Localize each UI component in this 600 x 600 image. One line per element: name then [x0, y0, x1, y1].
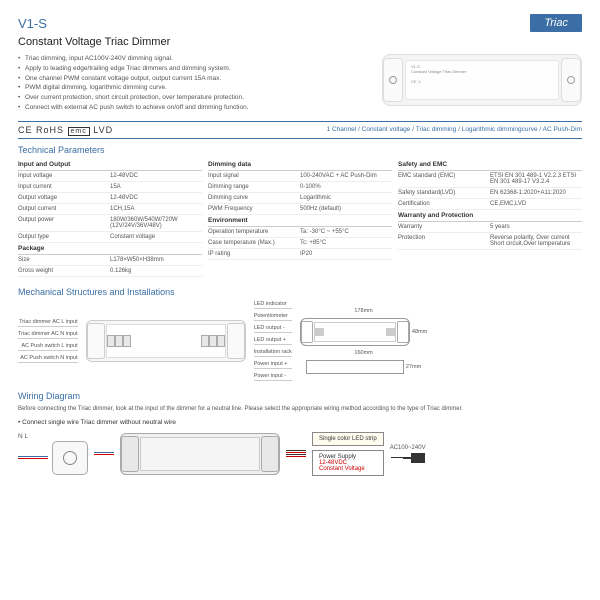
- product-image: V1-SConstant Voltage Triac DimmerCE ⚠: [382, 54, 582, 106]
- model-number: V1-S: [18, 16, 47, 31]
- mech-diagram: Triac dimmer AC L inputTriac dimmer AC N…: [18, 301, 582, 381]
- led-strip-box: Single color LED strip: [312, 432, 384, 446]
- feature-item: Apply to leading edge/trailing edge Tria…: [18, 64, 372, 74]
- feature-item: Triac dimming, input AC100V-240V dimming…: [18, 54, 372, 64]
- feature-item: Over current protection, short circuit p…: [18, 93, 372, 103]
- tech-params-table: Input and OutputInput voltage12-48VDCInp…: [18, 159, 582, 277]
- channel-info: 1 Channel / Constant voltage / Triac dim…: [327, 126, 582, 133]
- tech-params-title: Technical Parameters: [18, 145, 582, 155]
- wiring-note: Before connecting the Triac dimmer, look…: [18, 405, 582, 413]
- triac-badge: Triac: [530, 14, 582, 32]
- wiring-title: Wiring Diagram: [18, 391, 582, 401]
- mech-title: Mechanical Structures and Installations: [18, 287, 582, 297]
- switch-icon: [52, 441, 88, 475]
- wiring-bullet: • Connect single wire Triac dimmer witho…: [18, 419, 582, 426]
- psu-box: Power Supply 12-48VDC Constant Voltage: [312, 450, 384, 476]
- certifications: CE RoHS emc LVD: [18, 125, 113, 135]
- feature-list: Triac dimming, input AC100V-240V dimming…: [18, 54, 372, 113]
- product-title: Constant Voltage Triac Dimmer: [18, 36, 582, 48]
- feature-item: One channel PWM constant voltage output,…: [18, 74, 372, 84]
- feature-item: PWM digital dimming, logarithmic dimming…: [18, 83, 372, 93]
- plug-icon: [411, 453, 425, 463]
- wiring-diagram: N L Single color LED strip Power Supply …: [18, 432, 582, 476]
- feature-item: Connect with external AC push switch to …: [18, 103, 372, 113]
